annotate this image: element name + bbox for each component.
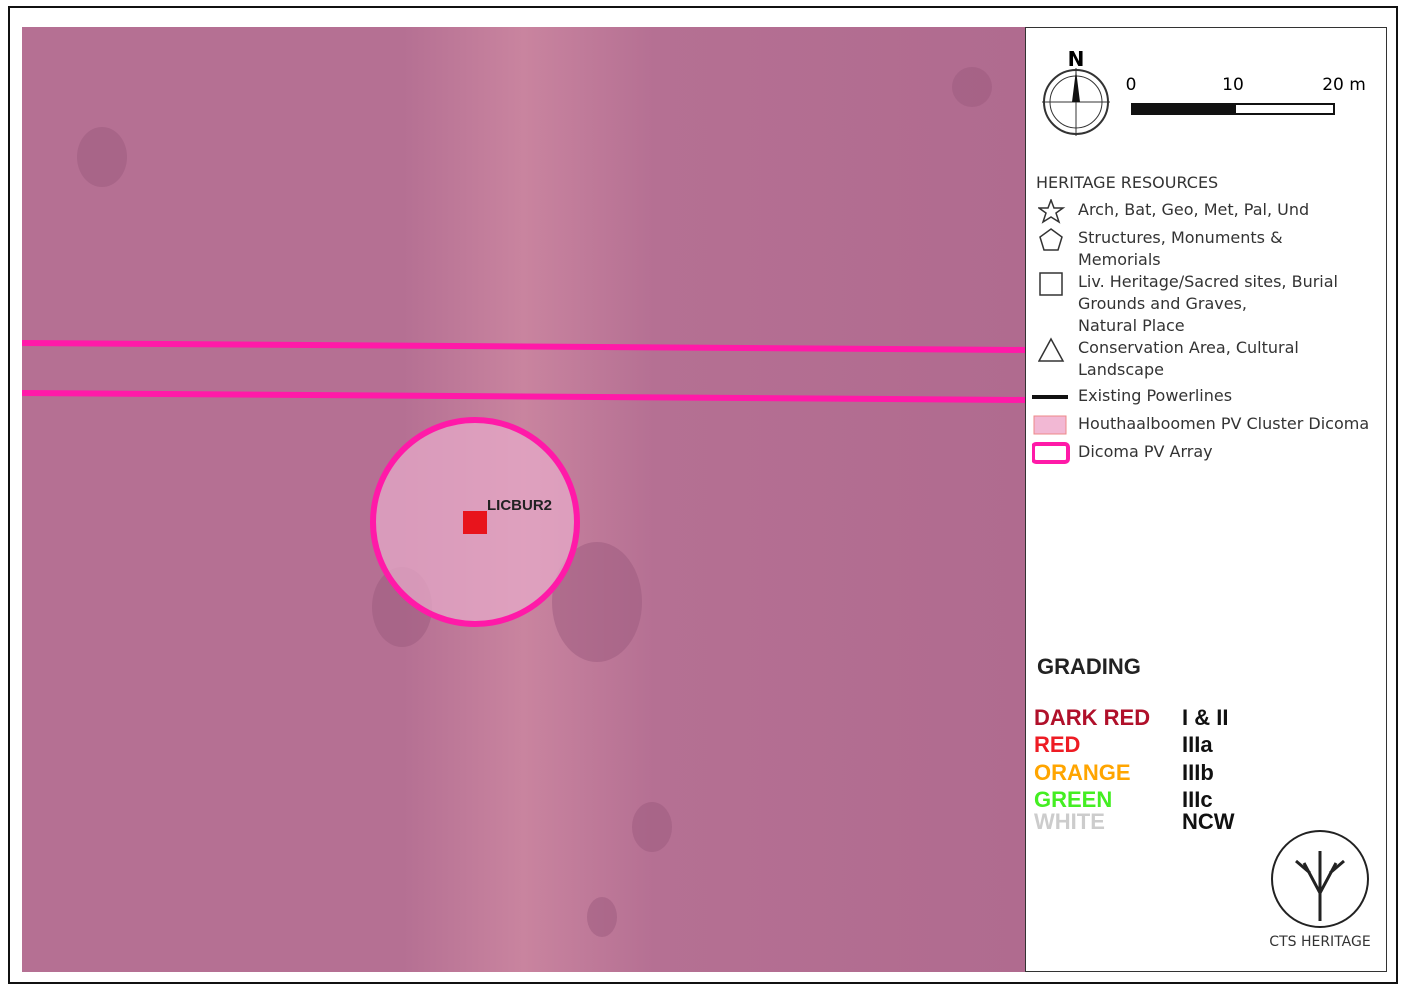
legend-symbol — [1038, 227, 1078, 259]
grade-color: WHITE — [1034, 809, 1105, 835]
legend-text: Natural Place — [1078, 315, 1338, 337]
scale-segment — [1235, 104, 1334, 114]
legend-text: Liv. Heritage/Sacred sites, Burial — [1078, 271, 1338, 293]
legend-text: Landscape — [1078, 359, 1299, 381]
symbol-pentagon — [1038, 227, 1078, 255]
legend-text: Memorials — [1078, 249, 1283, 271]
grade-color: ORANGE — [1034, 760, 1131, 786]
legend-text: Houthaalboomen PV Cluster Dicoma — [1078, 413, 1369, 435]
symbol-outline — [1032, 441, 1072, 469]
grading-title: GRADING — [1037, 654, 1141, 680]
symbol-square — [1038, 271, 1078, 299]
logo-text: CTS HERITAGE — [1269, 934, 1370, 950]
symbol-star — [1038, 199, 1078, 227]
grade-level: IIIb — [1182, 760, 1214, 786]
legend-item: Structures, Monuments &Memorials — [1078, 227, 1283, 271]
legend-symbol — [1032, 441, 1072, 473]
grade-level: NCW — [1182, 809, 1235, 835]
symbol-fill — [1032, 413, 1072, 441]
compass-needle — [1072, 70, 1080, 102]
legend-item: Houthaalboomen PV Cluster Dicoma — [1078, 413, 1369, 435]
grade-color: DARK RED — [1034, 705, 1150, 731]
legend-item: Arch, Bat, Geo, Met, Pal, Und — [1078, 199, 1309, 221]
symbol-line — [1032, 385, 1072, 413]
scale-label: 20 m — [1322, 75, 1366, 95]
legend-text: Grounds and Graves, — [1078, 293, 1338, 315]
scale-label: 0 — [1126, 75, 1137, 95]
logo-tree — [1296, 851, 1344, 921]
legend-item: Existing Powerlines — [1078, 385, 1232, 407]
north-label: N — [1068, 47, 1085, 71]
grade-color: RED — [1034, 732, 1080, 758]
legend-text: Dicoma PV Array — [1078, 441, 1213, 463]
scale-segment — [1131, 103, 1235, 115]
site-label: LICBUR2 — [487, 497, 552, 514]
scale-label: 10 — [1222, 75, 1244, 95]
site-marker — [463, 511, 487, 534]
symbol-triangle — [1038, 337, 1078, 365]
legend-text: Arch, Bat, Geo, Met, Pal, Und — [1078, 199, 1309, 221]
legend-text: Conservation Area, Cultural — [1078, 337, 1299, 359]
page: LICBUR2 N 0 10 20 m HERITAGE RESOURCES A… — [0, 0, 1409, 992]
legend-text: Structures, Monuments & — [1078, 227, 1283, 249]
logo: CTS HERITAGE — [1266, 823, 1376, 958]
legend-item: Dicoma PV Array — [1078, 441, 1213, 463]
legend-text: Existing Powerlines — [1078, 385, 1232, 407]
legend-panel: N 0 10 20 m HERITAGE RESOURCES Arch, Bat… — [1025, 27, 1387, 972]
legend-symbol — [1038, 337, 1078, 369]
map: LICBUR2 — [22, 27, 1025, 972]
legend-title: HERITAGE RESOURCES — [1036, 173, 1218, 192]
grade-level: IIIa — [1182, 732, 1213, 758]
north-scale: N 0 10 20 m — [1026, 28, 1386, 138]
grade-level: I & II — [1182, 705, 1228, 731]
legend-symbol — [1038, 271, 1078, 303]
